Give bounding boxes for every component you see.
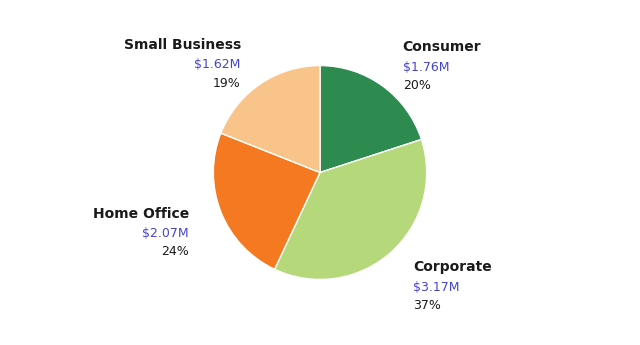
Text: $3.17M: $3.17M xyxy=(413,281,460,294)
Text: Consumer: Consumer xyxy=(403,40,481,55)
Text: 19%: 19% xyxy=(213,77,241,89)
Text: 37%: 37% xyxy=(413,299,441,312)
Text: Home Office: Home Office xyxy=(93,207,189,220)
Text: Corporate: Corporate xyxy=(413,260,492,275)
Wedge shape xyxy=(275,139,427,279)
Wedge shape xyxy=(213,133,320,269)
Text: $2.07M: $2.07M xyxy=(143,227,189,240)
Text: $1.62M: $1.62M xyxy=(195,58,241,71)
Text: Small Business: Small Business xyxy=(124,38,241,52)
Wedge shape xyxy=(320,66,421,172)
Text: 24%: 24% xyxy=(161,245,189,258)
Text: 20%: 20% xyxy=(403,79,431,92)
Wedge shape xyxy=(221,66,320,172)
Text: $1.76M: $1.76M xyxy=(403,61,449,74)
